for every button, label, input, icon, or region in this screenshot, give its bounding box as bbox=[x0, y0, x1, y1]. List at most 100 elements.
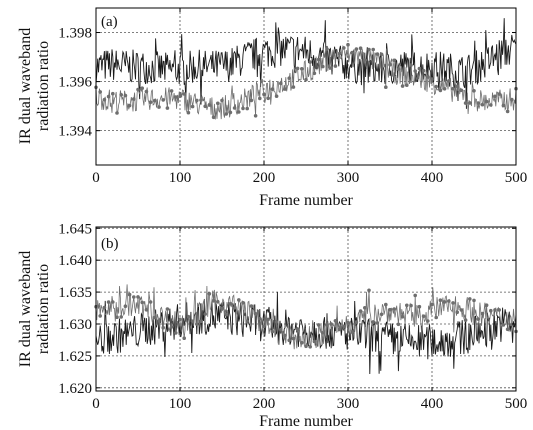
series-point bbox=[224, 312, 228, 317]
x-tick-label: 400 bbox=[421, 170, 444, 186]
series-point bbox=[493, 94, 497, 99]
series-point bbox=[106, 300, 111, 304]
series-point bbox=[375, 52, 380, 56]
series-point bbox=[153, 315, 157, 320]
series-point bbox=[329, 66, 334, 70]
series-point bbox=[232, 106, 237, 110]
series-point bbox=[174, 331, 178, 335]
series-point bbox=[459, 308, 464, 312]
series-point bbox=[455, 84, 460, 89]
series-point bbox=[392, 58, 397, 63]
series-point bbox=[316, 57, 321, 62]
series-point bbox=[207, 292, 212, 296]
panel-b-xlabel: Frame number bbox=[259, 413, 353, 430]
series-point bbox=[123, 304, 128, 309]
series-point bbox=[468, 297, 472, 301]
series-point bbox=[371, 47, 376, 52]
series-point bbox=[186, 110, 191, 115]
series-point bbox=[132, 97, 136, 101]
series-point bbox=[136, 295, 140, 299]
x-tick-label: 500 bbox=[505, 170, 528, 186]
y-tick-label: 1.640 bbox=[58, 253, 92, 269]
series-point bbox=[245, 106, 249, 111]
panel-a: 0 100 200 300 400 500 1.394 1.396 1.398 (a) Fram… bbox=[17, 7, 528, 209]
series-point bbox=[136, 87, 140, 92]
x-tick-label: 200 bbox=[253, 170, 276, 186]
series-point bbox=[106, 94, 111, 99]
series-point bbox=[165, 307, 170, 311]
series-point bbox=[442, 87, 447, 91]
series-point bbox=[321, 331, 325, 335]
x-tick-label: 100 bbox=[169, 396, 192, 412]
series-point bbox=[451, 301, 455, 305]
series-point bbox=[279, 81, 283, 86]
series-point bbox=[228, 110, 233, 115]
series-point bbox=[241, 301, 245, 305]
x-tick-label: 300 bbox=[337, 396, 360, 412]
series-point bbox=[283, 87, 287, 91]
series-point bbox=[295, 327, 300, 332]
series-point bbox=[417, 66, 422, 71]
panel-a-label: (a) bbox=[101, 14, 118, 30]
series-point bbox=[300, 67, 304, 71]
series-point bbox=[325, 47, 329, 51]
panel-b-ticks: 0 100 200 300 400 500 1.620 1.625 1.630 1.635 1.64… bbox=[58, 221, 527, 412]
series-point bbox=[379, 52, 384, 57]
series-point bbox=[363, 306, 367, 310]
series-point bbox=[337, 327, 342, 332]
series-point bbox=[190, 319, 195, 324]
series-point bbox=[379, 312, 384, 317]
series-point bbox=[148, 300, 153, 304]
series-point bbox=[426, 75, 430, 79]
series-point bbox=[484, 303, 489, 308]
series-point bbox=[279, 327, 283, 332]
series-point bbox=[102, 97, 107, 102]
series-point bbox=[493, 308, 497, 312]
series-point bbox=[476, 101, 481, 105]
series-point bbox=[409, 63, 413, 67]
series-point bbox=[388, 307, 392, 312]
series-point bbox=[258, 96, 262, 101]
x-tick-label: 0 bbox=[92, 396, 100, 412]
series-point bbox=[497, 92, 502, 96]
panel-a-series bbox=[94, 18, 518, 120]
x-tick-label: 300 bbox=[337, 170, 360, 186]
panel-b-frame bbox=[95, 226, 517, 392]
series-point bbox=[396, 67, 401, 71]
series-point bbox=[127, 103, 132, 108]
series-point bbox=[505, 327, 510, 332]
series-point bbox=[384, 85, 388, 89]
series-point bbox=[220, 306, 224, 311]
series-point bbox=[258, 316, 262, 321]
series-point bbox=[312, 71, 317, 76]
series-point bbox=[363, 58, 367, 62]
series-point bbox=[489, 103, 493, 107]
series-point bbox=[480, 102, 485, 107]
series-point bbox=[119, 315, 123, 319]
x-tick-label: 100 bbox=[169, 170, 192, 186]
series-point bbox=[111, 300, 115, 304]
series-point bbox=[426, 319, 430, 323]
series-point bbox=[350, 50, 355, 55]
series-point bbox=[400, 84, 405, 88]
x-tick-label: 0 bbox=[92, 170, 100, 186]
series-point bbox=[354, 47, 359, 51]
series-point bbox=[505, 109, 510, 114]
panel-b-label: (b) bbox=[101, 236, 119, 252]
y-tick-label: 1.630 bbox=[58, 317, 92, 333]
series-point bbox=[123, 93, 128, 98]
series-point bbox=[203, 312, 207, 316]
y-tick-label: 1.635 bbox=[58, 285, 92, 301]
x-tick-label: 400 bbox=[421, 396, 444, 412]
series-point bbox=[140, 300, 144, 305]
x-tick-label: 200 bbox=[253, 396, 276, 412]
series-point bbox=[232, 306, 237, 310]
y-tick-label: 1.620 bbox=[58, 381, 92, 397]
series-point bbox=[421, 68, 426, 73]
series-point bbox=[144, 89, 149, 94]
series-point bbox=[119, 93, 123, 97]
series-point bbox=[249, 304, 254, 308]
series-point bbox=[476, 317, 481, 321]
series-point bbox=[409, 303, 413, 308]
